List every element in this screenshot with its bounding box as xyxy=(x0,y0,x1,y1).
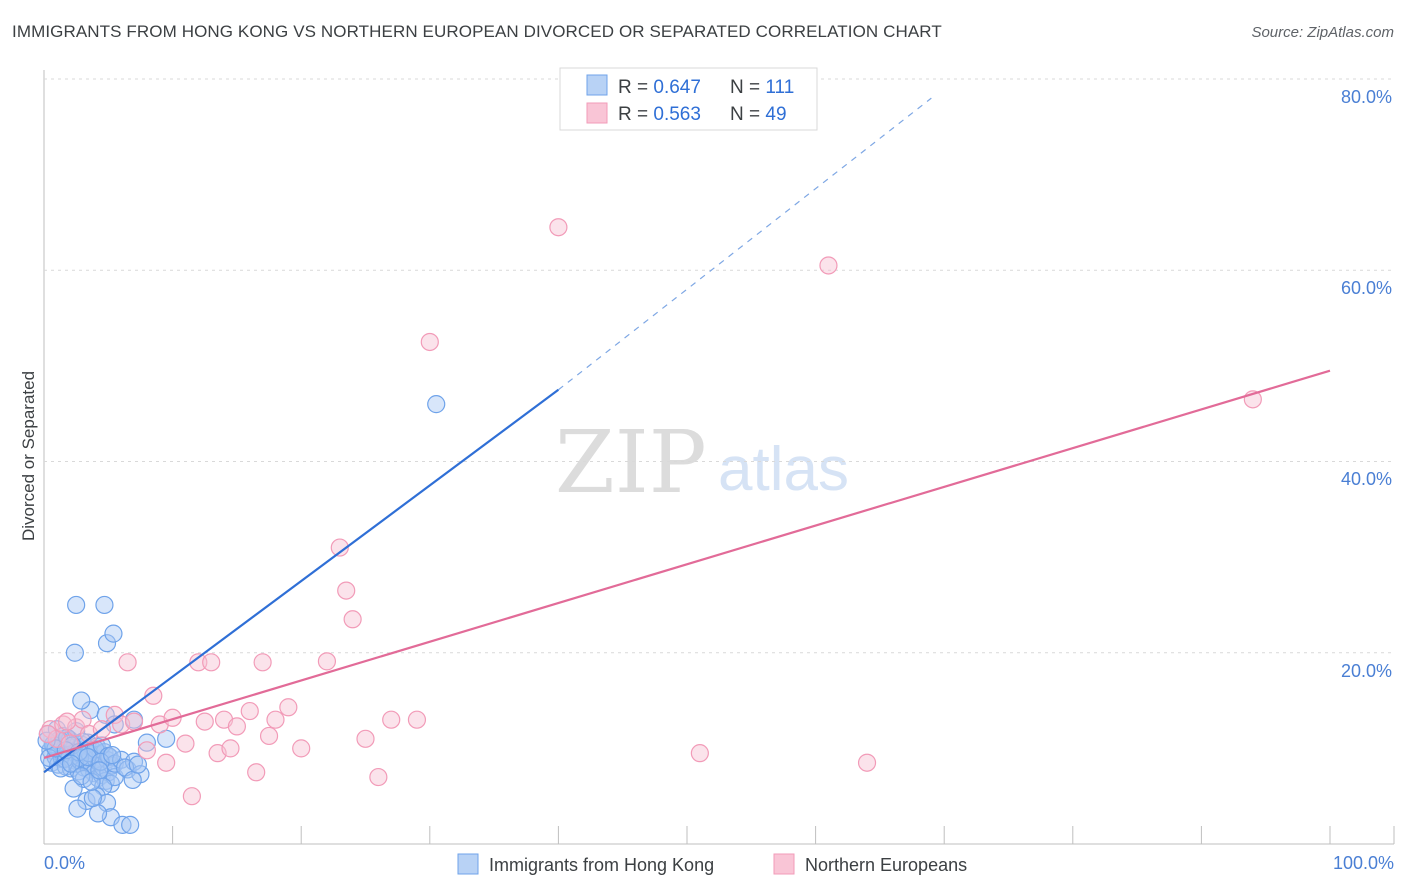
northern-europeans-point-17 xyxy=(176,734,195,753)
hong-kong-point-69 xyxy=(137,733,156,752)
legend-r-label-pink: R = 0.563 xyxy=(618,104,701,125)
trend-line-hong-kong-extension xyxy=(558,97,932,391)
legend-swatch-blue xyxy=(586,74,608,96)
hong-kong-point-86 xyxy=(113,815,132,834)
northern-europeans-point-41 xyxy=(420,332,439,352)
series-northern-europeans xyxy=(38,218,1262,806)
northern-europeans-point-42 xyxy=(549,218,568,237)
northern-europeans-point-32 xyxy=(292,739,311,758)
northern-europeans-point-26 xyxy=(240,701,259,721)
y-axis-label: Divorced or Separated xyxy=(19,371,38,541)
hong-kong-point-105 xyxy=(61,754,81,773)
trend-line-hong-kong xyxy=(43,388,560,774)
legend-n-label-blue: N = 111 xyxy=(730,77,794,98)
chart-source: Source: ZipAtlas.com xyxy=(1251,24,1394,41)
northern-europeans-point-44 xyxy=(819,256,838,275)
northern-europeans-point-38 xyxy=(369,767,388,787)
northern-europeans-point-45 xyxy=(857,753,877,772)
northern-europeans-point-33 xyxy=(317,652,337,671)
legend-r-label-blue: R = 0.647 xyxy=(618,77,701,98)
hong-kong-point-87 xyxy=(121,815,140,834)
hong-kong-point-89 xyxy=(67,595,86,615)
hong-kong-point-85 xyxy=(88,804,108,823)
hong-kong-point-100 xyxy=(103,745,122,765)
northern-europeans-point-12 xyxy=(137,741,156,760)
northern-europeans-point-13 xyxy=(144,686,163,705)
hong-kong-point-76 xyxy=(65,643,84,662)
x-ticks xyxy=(172,826,1395,844)
hong-kong-point-108 xyxy=(90,761,109,780)
bottom-legend-label-pink: Northern Europeans xyxy=(805,855,967,875)
northern-europeans-point-18 xyxy=(182,787,201,806)
series-legend: Immigrants from Hong Kong Northern Europ… xyxy=(457,853,967,875)
northern-europeans-point-48 xyxy=(58,712,77,731)
trend-lines xyxy=(43,97,1331,774)
northern-europeans-point-19 xyxy=(189,653,208,672)
hong-kong-point-92 xyxy=(104,624,123,643)
northern-europeans-point-11 xyxy=(124,712,144,731)
bottom-legend-label-blue: Immigrants from Hong Kong xyxy=(489,855,714,875)
hong-kong-point-90 xyxy=(95,595,114,615)
northern-europeans-point-35 xyxy=(337,581,356,600)
hong-kong-point-81 xyxy=(68,799,87,818)
northern-europeans-point-43 xyxy=(690,744,709,763)
northern-europeans-point-8 xyxy=(105,705,124,725)
hong-kong-point-102 xyxy=(123,770,142,790)
y-tick-label-20: 20.0% xyxy=(1341,661,1392,681)
northern-europeans-point-28 xyxy=(253,653,272,672)
x-tick-label-100: 100.0% xyxy=(1333,853,1394,873)
legend-n-label-pink: N = 49 xyxy=(730,104,787,125)
trend-line-northern-europeans xyxy=(43,369,1331,759)
northern-europeans-point-27 xyxy=(247,763,266,782)
legend-r-blue: 0.647 xyxy=(653,77,701,98)
hong-kong-point-71 xyxy=(72,691,91,710)
northern-europeans-point-34 xyxy=(330,538,349,557)
northern-europeans-point-37 xyxy=(356,729,375,748)
gridlines xyxy=(44,78,1394,654)
hong-kong-point-103 xyxy=(128,755,147,774)
legend-n-pink: 49 xyxy=(765,104,786,125)
northern-europeans-point-21 xyxy=(195,712,214,731)
northern-europeans-point-47 xyxy=(38,724,57,744)
legend-r-pink: 0.563 xyxy=(653,104,701,125)
y-tick-label-80: 80.0% xyxy=(1341,87,1392,107)
y-tick-label-40: 40.0% xyxy=(1341,469,1392,489)
northern-europeans-point-31 xyxy=(279,698,298,717)
y-tick-label-60: 60.0% xyxy=(1341,278,1392,298)
hong-kong-point-80 xyxy=(97,793,117,812)
hong-kong-point-91 xyxy=(97,634,117,653)
northern-europeans-point-10 xyxy=(118,653,137,672)
northern-europeans-point-29 xyxy=(259,726,279,746)
hong-kong-point-106 xyxy=(72,767,91,786)
hong-kong-point-88 xyxy=(83,788,102,808)
northern-europeans-point-15 xyxy=(157,753,176,772)
northern-europeans-point-25 xyxy=(227,717,246,736)
bottom-legend-swatch-blue xyxy=(457,853,479,875)
northern-europeans-point-36 xyxy=(343,610,362,629)
x-tick-label-0: 0.0% xyxy=(44,853,85,873)
northern-europeans-point-39 xyxy=(382,710,401,729)
hong-kong-point-109 xyxy=(427,395,446,414)
legend-n-blue: 111 xyxy=(765,77,794,98)
northern-europeans-point-20 xyxy=(202,653,221,672)
bottom-legend-swatch-pink xyxy=(773,853,795,875)
northern-europeans-point-24 xyxy=(221,739,240,758)
watermark-zip: ZIP xyxy=(555,413,707,513)
legend-swatch-pink xyxy=(586,102,608,124)
chart-title: IMMIGRANTS FROM HONG KONG VS NORTHERN EU… xyxy=(12,22,942,41)
northern-europeans-point-40 xyxy=(407,710,427,729)
correlation-legend: R = 0.647 N = 111 R = 0.563 N = 49 xyxy=(559,67,818,131)
northern-europeans-point-30 xyxy=(266,710,285,729)
watermark-atlas: atlas xyxy=(718,435,849,504)
hong-kong-point-59 xyxy=(70,748,90,768)
